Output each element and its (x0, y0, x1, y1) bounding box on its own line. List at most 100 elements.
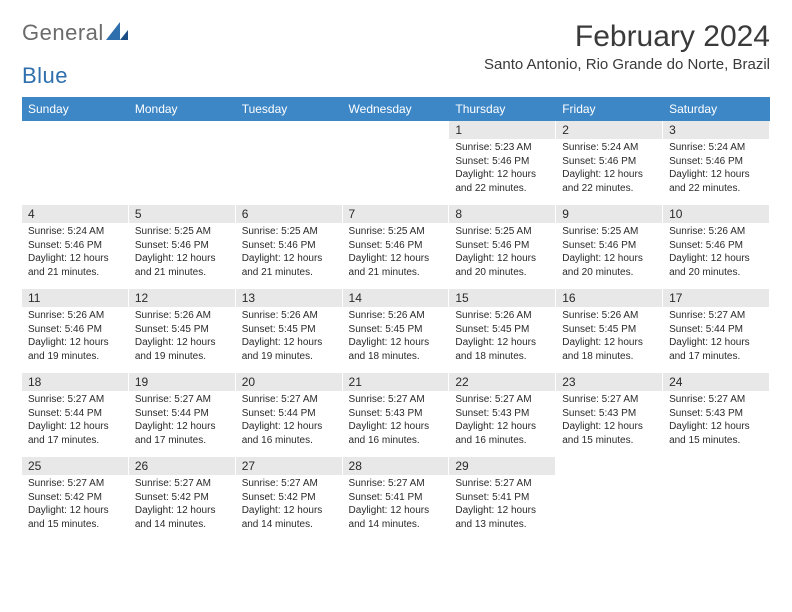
sunset-text: Sunset: 5:44 PM (135, 407, 230, 421)
day-details: Sunrise: 5:27 AMSunset: 5:43 PMDaylight:… (556, 391, 663, 451)
day-details: Sunrise: 5:26 AMSunset: 5:45 PMDaylight:… (449, 307, 556, 367)
sunrise-text: Sunrise: 5:26 AM (242, 309, 337, 323)
daylight-text: Daylight: 12 hours and 20 minutes. (562, 252, 657, 279)
sunset-text: Sunset: 5:45 PM (135, 323, 230, 337)
sunset-text: Sunset: 5:45 PM (562, 323, 657, 337)
day-number: 1 (449, 121, 556, 139)
daylight-text: Daylight: 12 hours and 20 minutes. (669, 252, 764, 279)
day-number: 17 (663, 289, 770, 307)
sunset-text: Sunset: 5:46 PM (28, 239, 123, 253)
daylight-text: Daylight: 12 hours and 22 minutes. (669, 168, 764, 195)
calendar-day-cell: 9Sunrise: 5:25 AMSunset: 5:46 PMDaylight… (556, 205, 663, 289)
day-number: 8 (449, 205, 556, 223)
day-details: Sunrise: 5:27 AMSunset: 5:42 PMDaylight:… (129, 475, 236, 535)
weekday-header: Monday (129, 97, 236, 121)
daylight-text: Daylight: 12 hours and 15 minutes. (28, 504, 123, 531)
calendar-day-cell: 19Sunrise: 5:27 AMSunset: 5:44 PMDayligh… (129, 373, 236, 457)
sunset-text: Sunset: 5:43 PM (562, 407, 657, 421)
calendar-day-cell: 25Sunrise: 5:27 AMSunset: 5:42 PMDayligh… (22, 457, 129, 541)
sunset-text: Sunset: 5:46 PM (455, 155, 550, 169)
sunrise-text: Sunrise: 5:24 AM (28, 225, 123, 239)
daylight-text: Daylight: 12 hours and 15 minutes. (669, 420, 764, 447)
sunrise-text: Sunrise: 5:26 AM (562, 309, 657, 323)
calendar-week-row: 25Sunrise: 5:27 AMSunset: 5:42 PMDayligh… (22, 457, 770, 541)
daylight-text: Daylight: 12 hours and 19 minutes. (135, 336, 230, 363)
sunrise-text: Sunrise: 5:26 AM (28, 309, 123, 323)
calendar-day-cell: 18Sunrise: 5:27 AMSunset: 5:44 PMDayligh… (22, 373, 129, 457)
day-details: Sunrise: 5:24 AMSunset: 5:46 PMDaylight:… (556, 139, 663, 199)
day-number: 21 (343, 373, 450, 391)
daylight-text: Daylight: 12 hours and 15 minutes. (562, 420, 657, 447)
sunrise-text: Sunrise: 5:27 AM (242, 477, 337, 491)
day-number: 14 (343, 289, 450, 307)
sunset-text: Sunset: 5:44 PM (242, 407, 337, 421)
weekday-header-row: Sunday Monday Tuesday Wednesday Thursday… (22, 97, 770, 121)
calendar-week-row: 18Sunrise: 5:27 AMSunset: 5:44 PMDayligh… (22, 373, 770, 457)
daylight-text: Daylight: 12 hours and 14 minutes. (349, 504, 444, 531)
day-number: 20 (236, 373, 343, 391)
daylight-text: Daylight: 12 hours and 18 minutes. (455, 336, 550, 363)
logo: General (22, 20, 130, 46)
daylight-text: Daylight: 12 hours and 14 minutes. (135, 504, 230, 531)
day-details: Sunrise: 5:26 AMSunset: 5:46 PMDaylight:… (22, 307, 129, 367)
calendar-day-cell: 23Sunrise: 5:27 AMSunset: 5:43 PMDayligh… (556, 373, 663, 457)
day-number (663, 457, 770, 461)
day-number: 25 (22, 457, 129, 475)
sunrise-text: Sunrise: 5:24 AM (669, 141, 764, 155)
weekday-header: Saturday (663, 97, 770, 121)
sunrise-text: Sunrise: 5:25 AM (455, 225, 550, 239)
sunset-text: Sunset: 5:41 PM (455, 491, 550, 505)
sunset-text: Sunset: 5:46 PM (669, 155, 764, 169)
day-number (22, 121, 129, 125)
calendar-day-cell (236, 121, 343, 205)
day-details: Sunrise: 5:24 AMSunset: 5:46 PMDaylight:… (22, 223, 129, 283)
weekday-header: Sunday (22, 97, 129, 121)
weekday-header: Wednesday (343, 97, 450, 121)
day-number (556, 457, 663, 461)
calendar-day-cell: 26Sunrise: 5:27 AMSunset: 5:42 PMDayligh… (129, 457, 236, 541)
daylight-text: Daylight: 12 hours and 22 minutes. (455, 168, 550, 195)
daylight-text: Daylight: 12 hours and 19 minutes. (242, 336, 337, 363)
day-number: 12 (129, 289, 236, 307)
calendar-day-cell: 28Sunrise: 5:27 AMSunset: 5:41 PMDayligh… (343, 457, 450, 541)
sunset-text: Sunset: 5:42 PM (242, 491, 337, 505)
day-details: Sunrise: 5:27 AMSunset: 5:42 PMDaylight:… (236, 475, 343, 535)
sunrise-text: Sunrise: 5:27 AM (455, 477, 550, 491)
month-title: February 2024 (484, 20, 770, 54)
daylight-text: Daylight: 12 hours and 17 minutes. (669, 336, 764, 363)
day-details: Sunrise: 5:27 AMSunset: 5:43 PMDaylight:… (449, 391, 556, 451)
calendar-day-cell: 15Sunrise: 5:26 AMSunset: 5:45 PMDayligh… (449, 289, 556, 373)
calendar-day-cell: 21Sunrise: 5:27 AMSunset: 5:43 PMDayligh… (343, 373, 450, 457)
day-details: Sunrise: 5:25 AMSunset: 5:46 PMDaylight:… (449, 223, 556, 283)
day-number: 10 (663, 205, 770, 223)
daylight-text: Daylight: 12 hours and 21 minutes. (135, 252, 230, 279)
daylight-text: Daylight: 12 hours and 22 minutes. (562, 168, 657, 195)
day-details: Sunrise: 5:25 AMSunset: 5:46 PMDaylight:… (236, 223, 343, 283)
sunrise-text: Sunrise: 5:26 AM (669, 225, 764, 239)
sunrise-text: Sunrise: 5:27 AM (349, 477, 444, 491)
sunset-text: Sunset: 5:46 PM (135, 239, 230, 253)
calendar-day-cell: 14Sunrise: 5:26 AMSunset: 5:45 PMDayligh… (343, 289, 450, 373)
day-details: Sunrise: 5:27 AMSunset: 5:41 PMDaylight:… (343, 475, 450, 535)
sunrise-text: Sunrise: 5:26 AM (455, 309, 550, 323)
daylight-text: Daylight: 12 hours and 18 minutes. (562, 336, 657, 363)
day-number: 22 (449, 373, 556, 391)
day-number: 9 (556, 205, 663, 223)
calendar-day-cell: 29Sunrise: 5:27 AMSunset: 5:41 PMDayligh… (449, 457, 556, 541)
calendar-day-cell: 11Sunrise: 5:26 AMSunset: 5:46 PMDayligh… (22, 289, 129, 373)
calendar-day-cell: 16Sunrise: 5:26 AMSunset: 5:45 PMDayligh… (556, 289, 663, 373)
day-number (343, 121, 450, 125)
day-details: Sunrise: 5:25 AMSunset: 5:46 PMDaylight:… (556, 223, 663, 283)
day-number: 29 (449, 457, 556, 475)
day-details: Sunrise: 5:25 AMSunset: 5:46 PMDaylight:… (343, 223, 450, 283)
day-details: Sunrise: 5:26 AMSunset: 5:46 PMDaylight:… (663, 223, 770, 283)
day-details: Sunrise: 5:26 AMSunset: 5:45 PMDaylight:… (343, 307, 450, 367)
day-details: Sunrise: 5:26 AMSunset: 5:45 PMDaylight:… (556, 307, 663, 367)
day-number: 26 (129, 457, 236, 475)
sunset-text: Sunset: 5:44 PM (669, 323, 764, 337)
daylight-text: Daylight: 12 hours and 19 minutes. (28, 336, 123, 363)
daylight-text: Daylight: 12 hours and 21 minutes. (242, 252, 337, 279)
day-number: 5 (129, 205, 236, 223)
sunrise-text: Sunrise: 5:27 AM (242, 393, 337, 407)
daylight-text: Daylight: 12 hours and 16 minutes. (455, 420, 550, 447)
